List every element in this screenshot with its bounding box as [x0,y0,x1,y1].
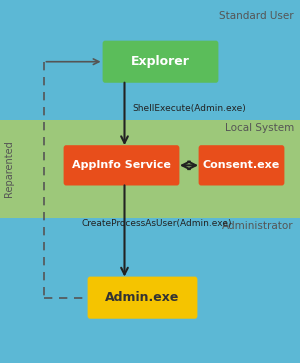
Bar [0,120,300,218]
Text: AppInfo Service: AppInfo Service [72,160,171,170]
Text: Admin.exe: Admin.exe [105,291,180,304]
Text: CreateProcessAsUser(Admin.exe): CreateProcessAsUser(Admin.exe) [81,219,232,228]
FancyBboxPatch shape [64,145,179,185]
Text: Reparented: Reparented [4,140,14,197]
FancyBboxPatch shape [88,277,197,319]
Text: Consent.exe: Consent.exe [203,160,280,170]
Text: ShellExecute(Admin.exe): ShellExecute(Admin.exe) [132,105,246,113]
FancyBboxPatch shape [199,145,284,185]
Text: Administrator: Administrator [222,221,294,232]
Text: Local System: Local System [225,123,294,134]
Text: Explorer: Explorer [131,55,190,68]
FancyBboxPatch shape [103,41,218,83]
Text: Standard User: Standard User [219,11,294,21]
